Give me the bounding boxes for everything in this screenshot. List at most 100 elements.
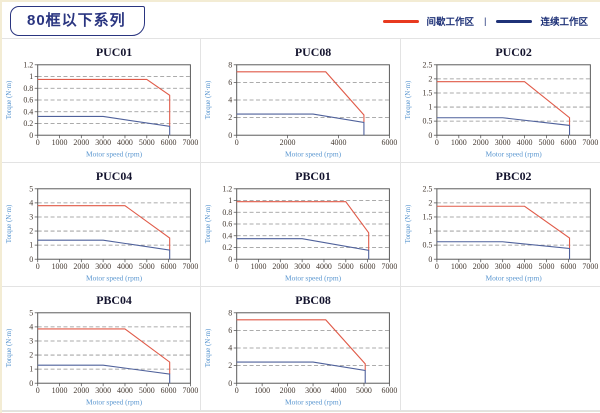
- svg-text:0.5: 0.5: [422, 241, 432, 250]
- svg-text:PUC01: PUC01: [96, 45, 132, 59]
- svg-text:6000: 6000: [560, 138, 576, 147]
- svg-text:3000: 3000: [95, 138, 111, 147]
- chart-pbc02: PBC02 0 1000 2000 3000 4000 5000 6000 7000 0 0.5 1 1…: [404, 169, 598, 283]
- svg-text:1000: 1000: [451, 138, 467, 147]
- svg-text:0.8: 0.8: [223, 208, 233, 217]
- svg-text:3000: 3000: [494, 262, 510, 271]
- svg-text:6000: 6000: [382, 138, 398, 147]
- svg-text:6000: 6000: [161, 138, 177, 147]
- svg-text:0: 0: [29, 255, 33, 264]
- chart-pbc08: PBC08 0 1000 2000 3000 4000 5000 6000 0 2 4 6 8 Motor…: [204, 293, 398, 407]
- svg-text:PBC02: PBC02: [495, 169, 531, 183]
- svg-text:Motor speed (rpm): Motor speed (rpm): [285, 398, 342, 407]
- svg-text:0: 0: [435, 262, 439, 271]
- svg-text:8: 8: [229, 308, 233, 317]
- chart-grid: PUC01 0 1000 2000 3000 4000 5000 6000 7000 0 0.2 0.…: [2, 38, 600, 412]
- svg-text:3000: 3000: [95, 386, 111, 395]
- svg-text:1000: 1000: [52, 138, 68, 147]
- svg-text:2: 2: [229, 361, 233, 370]
- svg-text:1: 1: [29, 72, 33, 81]
- svg-text:5000: 5000: [139, 262, 155, 271]
- svg-text:7000: 7000: [182, 386, 198, 395]
- svg-text:1: 1: [229, 196, 233, 205]
- svg-text:1.5: 1.5: [422, 89, 432, 98]
- svg-text:Torque (N·m): Torque (N·m): [404, 80, 412, 119]
- chart-cell: PUC08 0 2000 4000 6000 0 2 4 6 8 Motor speed (rpm)…: [201, 39, 401, 163]
- svg-text:6000: 6000: [560, 262, 576, 271]
- svg-text:5000: 5000: [338, 262, 354, 271]
- svg-text:0: 0: [235, 386, 239, 395]
- svg-text:Torque (N·m): Torque (N·m): [5, 81, 13, 120]
- svg-text:1: 1: [29, 365, 33, 374]
- svg-text:Motor speed (rpm): Motor speed (rpm): [285, 274, 342, 283]
- svg-text:0: 0: [36, 262, 40, 271]
- svg-text:4: 4: [29, 198, 33, 207]
- svg-text:3000: 3000: [494, 138, 510, 147]
- svg-text:2000: 2000: [280, 138, 296, 147]
- svg-text:5: 5: [29, 308, 33, 317]
- svg-text:2: 2: [229, 113, 233, 122]
- svg-text:2000: 2000: [73, 386, 89, 395]
- svg-text:Motor speed (rpm): Motor speed (rpm): [86, 274, 143, 283]
- svg-text:6000: 6000: [360, 262, 376, 271]
- svg-text:0.6: 0.6: [223, 220, 233, 229]
- svg-text:6: 6: [229, 326, 233, 335]
- legend-label-intermittent: 间歇工作区: [426, 17, 475, 28]
- svg-text:4000: 4000: [316, 262, 332, 271]
- svg-text:0.2: 0.2: [223, 243, 233, 252]
- svg-text:4: 4: [229, 344, 233, 353]
- svg-text:3: 3: [29, 213, 33, 222]
- svg-text:1.5: 1.5: [422, 213, 432, 222]
- svg-text:1000: 1000: [451, 262, 467, 271]
- svg-text:0.2: 0.2: [23, 119, 33, 128]
- legend: 间歇工作区 | 连续工作区: [382, 14, 588, 28]
- svg-text:Torque (N·m): Torque (N·m): [5, 329, 13, 368]
- svg-text:0.4: 0.4: [223, 231, 233, 240]
- svg-text:1: 1: [29, 241, 33, 250]
- legend-separator: |: [484, 15, 487, 27]
- svg-text:0: 0: [29, 379, 33, 388]
- svg-text:0: 0: [235, 138, 239, 147]
- svg-text:PUC08: PUC08: [295, 45, 331, 59]
- svg-text:1: 1: [428, 103, 432, 112]
- svg-text:5000: 5000: [538, 138, 554, 147]
- svg-text:1000: 1000: [52, 262, 68, 271]
- chart-pbc04: PBC04 0 1000 2000 3000 4000 5000 6000 7000 0 1 2 3 4 5…: [5, 293, 198, 407]
- chart-puc02: PUC02 0 1000 2000 3000 4000 5000 6000 7000 0 0.5 1 1…: [404, 45, 598, 159]
- svg-text:0: 0: [36, 386, 40, 395]
- svg-text:2000: 2000: [472, 262, 488, 271]
- svg-text:Torque (N·m): Torque (N·m): [204, 81, 212, 120]
- chart-pbc01: PBC01 0 1000 2000 3000 4000 5000 6000 7000 0 0.2 0.…: [204, 169, 397, 283]
- empty-cell: [400, 287, 600, 411]
- svg-text:2000: 2000: [73, 138, 89, 147]
- svg-text:0.4: 0.4: [23, 107, 33, 116]
- svg-text:2000: 2000: [73, 262, 89, 271]
- svg-text:0: 0: [29, 131, 33, 140]
- svg-text:5000: 5000: [139, 138, 155, 147]
- svg-text:0.6: 0.6: [23, 96, 33, 105]
- svg-text:2: 2: [428, 198, 432, 207]
- chart-cell: PUC02 0 1000 2000 3000 4000 5000 6000 7000 0 0.5 1 1…: [400, 39, 600, 163]
- svg-text:Torque (N·m): Torque (N·m): [5, 205, 13, 244]
- svg-text:2: 2: [29, 351, 33, 360]
- chart-cell: PBC01 0 1000 2000 3000 4000 5000 6000 7000 0 0.2 0.…: [201, 163, 401, 287]
- svg-text:PUC02: PUC02: [495, 45, 532, 59]
- svg-text:4: 4: [29, 322, 33, 331]
- svg-text:0: 0: [229, 131, 233, 140]
- svg-text:7000: 7000: [582, 138, 598, 147]
- svg-text:Motor speed (rpm): Motor speed (rpm): [86, 398, 143, 407]
- svg-text:Torque (N·m): Torque (N·m): [204, 329, 212, 368]
- svg-text:4000: 4000: [117, 386, 133, 395]
- svg-text:7000: 7000: [182, 138, 198, 147]
- chart-puc01: PUC01 0 1000 2000 3000 4000 5000 6000 7000 0 0.2 0.…: [5, 45, 198, 159]
- svg-text:3000: 3000: [95, 262, 111, 271]
- svg-text:0.8: 0.8: [23, 84, 33, 93]
- svg-text:2000: 2000: [273, 262, 289, 271]
- svg-text:7000: 7000: [182, 262, 198, 271]
- page-header: 80框以下系列 间歇工作区 | 连续工作区: [2, 2, 600, 38]
- svg-text:0: 0: [235, 262, 239, 271]
- svg-text:2.5: 2.5: [422, 184, 432, 193]
- svg-text:6000: 6000: [382, 386, 398, 395]
- svg-text:4000: 4000: [331, 386, 347, 395]
- svg-text:4000: 4000: [331, 138, 347, 147]
